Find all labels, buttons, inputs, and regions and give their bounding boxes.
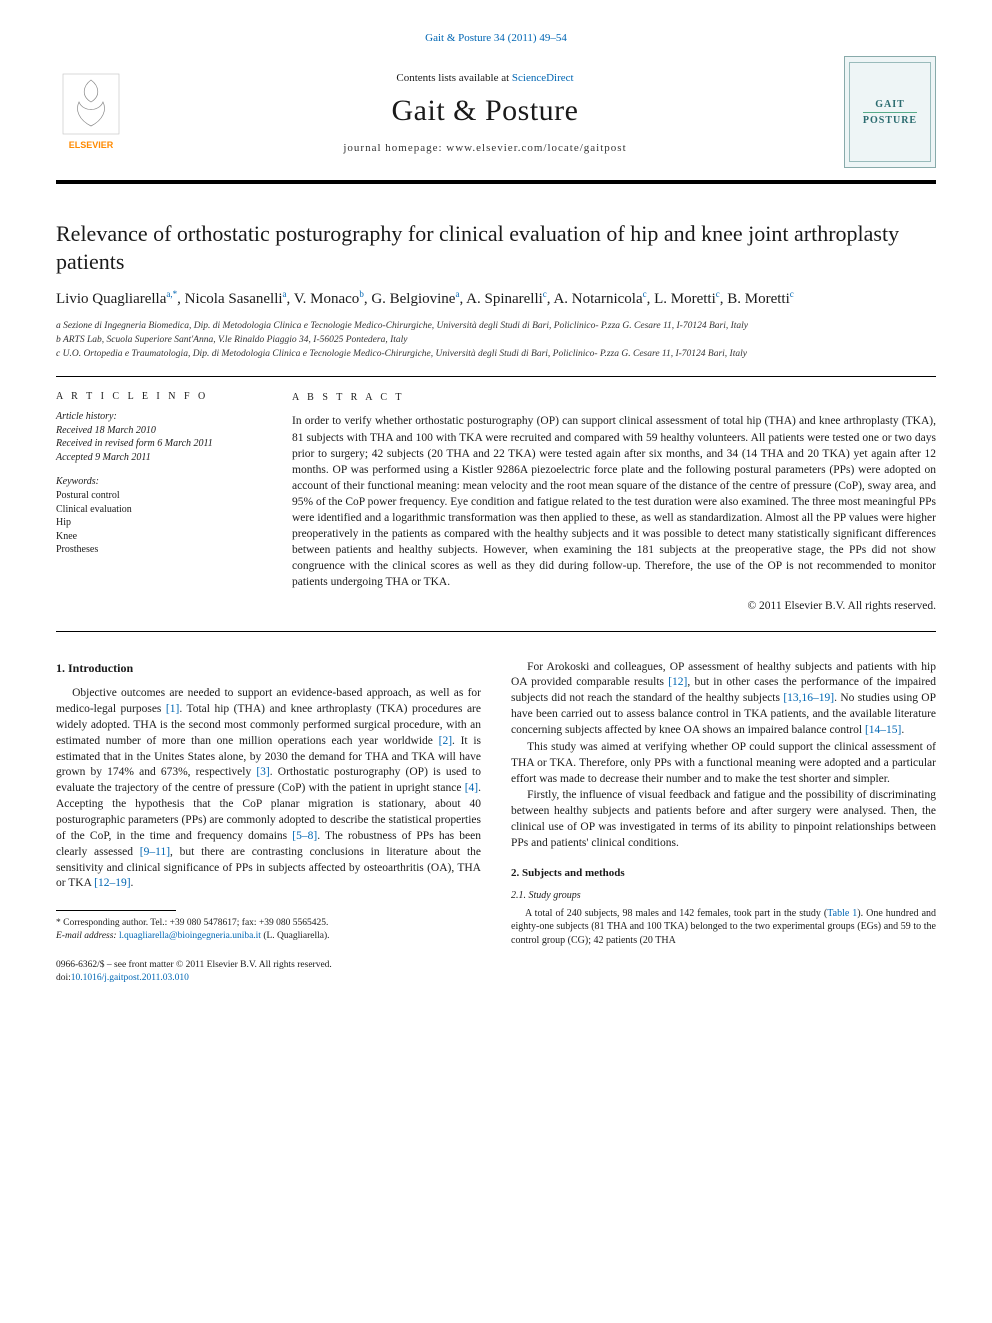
front-matter-meta: 0966-6362/$ – see front matter © 2011 El…: [56, 959, 481, 985]
keyword: Hip: [56, 516, 256, 530]
history-line: Received in revised form 6 March 2011: [56, 437, 256, 451]
email-link[interactable]: l.quagliarella@bioingegneria.uniba.it: [119, 931, 261, 941]
intro-p2: For Arokoski and colleagues, OP assessme…: [511, 660, 936, 739]
affiliation: c U.O. Ortopedia e Traumatologia, Dip. d…: [56, 348, 936, 361]
abstract-body: In order to verify whether orthostatic p…: [292, 413, 936, 590]
ref-link[interactable]: [2]: [439, 735, 452, 747]
citation-link[interactable]: Gait & Posture 34 (2011) 49–54: [425, 32, 567, 44]
history-line: Accepted 9 March 2011: [56, 451, 256, 465]
ref-link[interactable]: [13,16–19]: [783, 692, 834, 704]
ref-link[interactable]: [9–11]: [140, 846, 170, 858]
publisher-logo: ELSEVIER: [56, 67, 126, 157]
sciencedirect-link[interactable]: ScienceDirect: [512, 72, 574, 84]
journal-name: Gait & Posture: [126, 94, 844, 128]
keyword: Prostheses: [56, 543, 256, 557]
methods-p1: A total of 240 subjects, 98 males and 14…: [511, 907, 936, 948]
ref-link[interactable]: [12]: [668, 676, 687, 688]
author-list: Livio Quagliarellaa,*, Nicola Sasanellia…: [56, 289, 936, 308]
keywords-head: Keywords:: [56, 476, 256, 487]
keyword: Knee: [56, 530, 256, 544]
intro-p3: This study was aimed at verifying whethe…: [511, 740, 936, 788]
abstract: A B S T R A C T In order to verify wheth…: [292, 391, 936, 614]
abstract-copyright: © 2011 Elsevier B.V. All rights reserved…: [292, 598, 936, 614]
masthead: ELSEVIER Contents lists available at Sci…: [56, 52, 936, 184]
affiliation: a Sezione di Ingegneria Biomedica, Dip. …: [56, 320, 936, 333]
keyword: Clinical evaluation: [56, 503, 256, 517]
doi-link[interactable]: 10.1016/j.gaitpost.2011.03.010: [71, 973, 189, 983]
article-title: Relevance of orthostatic posturography f…: [56, 220, 936, 275]
svg-text:ELSEVIER: ELSEVIER: [69, 140, 114, 150]
ref-link[interactable]: [3]: [256, 766, 269, 778]
article-info: A R T I C L E I N F O Article history: R…: [56, 391, 256, 614]
contents-line: Contents lists available at ScienceDirec…: [126, 72, 844, 84]
ref-link[interactable]: [14–15]: [865, 724, 901, 736]
abstract-head: A B S T R A C T: [292, 391, 936, 405]
affiliation: b ARTS Lab, Scuola Superiore Sant'Anna, …: [56, 334, 936, 347]
methods-subheading: 2.1. Study groups: [511, 889, 936, 903]
journal-homepage: journal homepage: www.elsevier.com/locat…: [126, 142, 844, 154]
ref-link[interactable]: Table 1: [827, 908, 857, 919]
intro-p1: Objective outcomes are needed to support…: [56, 686, 481, 892]
ref-link[interactable]: [5–8]: [292, 830, 317, 842]
citation-line: Gait & Posture 34 (2011) 49–54: [56, 32, 936, 44]
footnote-rule: [56, 910, 176, 911]
methods-heading: 2. Subjects and methods: [511, 866, 936, 881]
intro-p4: Firstly, the influence of visual feedbac…: [511, 788, 936, 851]
corresponding-footnote: * Corresponding author. Tel.: +39 080 54…: [56, 917, 481, 943]
intro-heading: 1. Introduction: [56, 660, 481, 677]
body-columns: 1. Introduction Objective outcomes are n…: [56, 660, 936, 985]
ref-link[interactable]: [12–19]: [94, 877, 130, 889]
history-line: Received 18 March 2010: [56, 424, 256, 438]
affiliations: a Sezione di Ingegneria Biomedica, Dip. …: [56, 320, 936, 360]
ref-link[interactable]: [4]: [465, 782, 478, 794]
keyword: Postural control: [56, 489, 256, 503]
article-info-head: A R T I C L E I N F O: [56, 391, 256, 402]
ref-link[interactable]: [1]: [166, 703, 179, 715]
history-head: Article history:: [56, 410, 256, 424]
journal-cover-thumb: GAIT POSTURE: [844, 56, 936, 168]
